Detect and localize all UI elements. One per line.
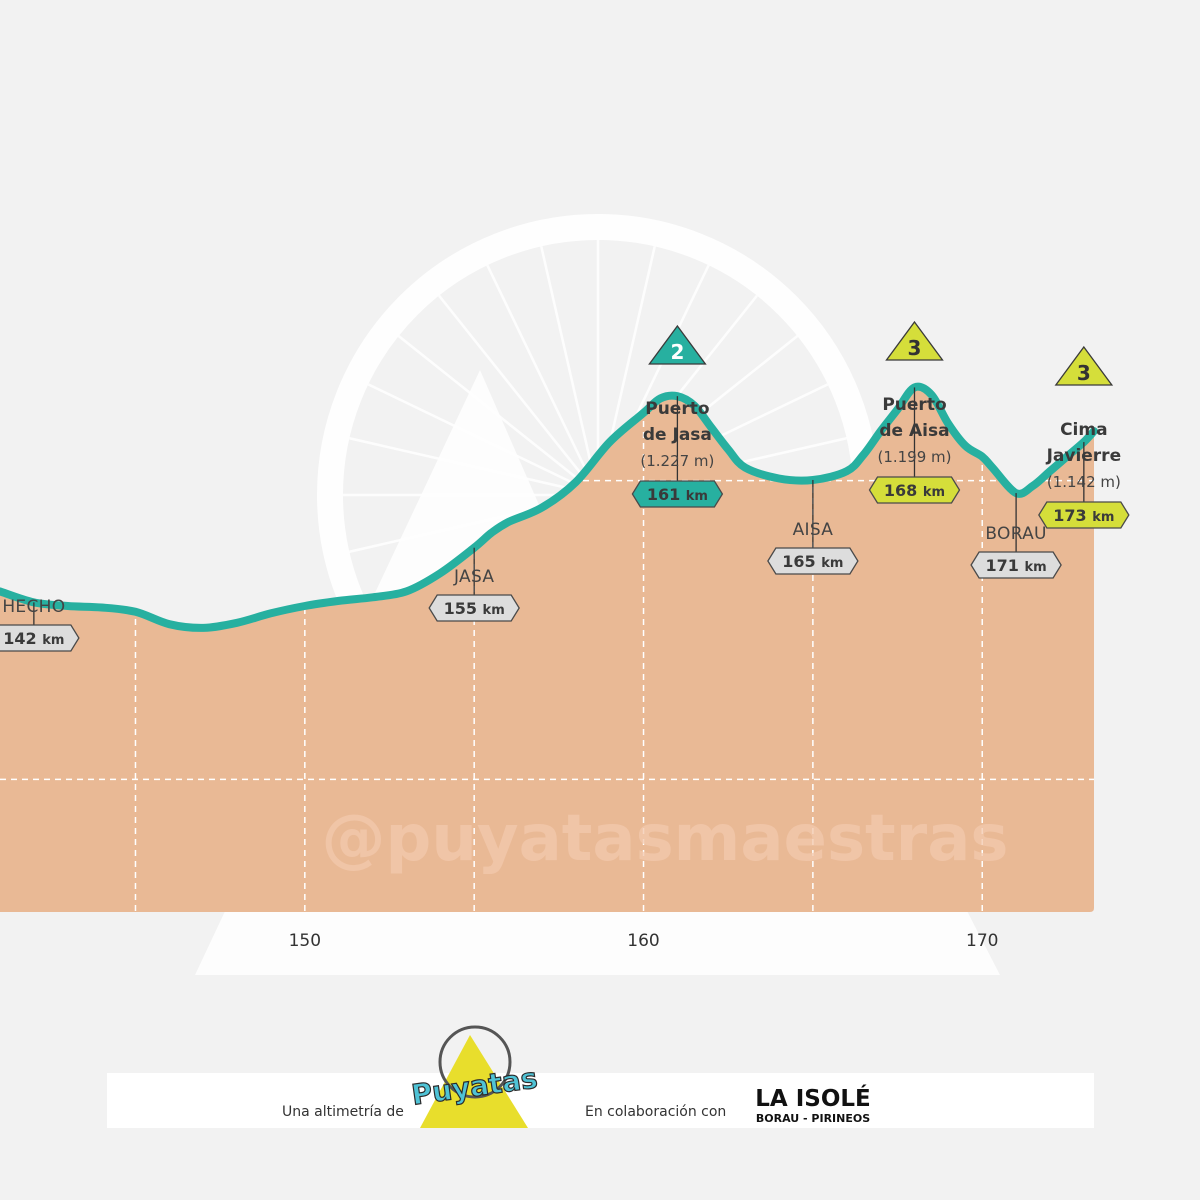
town-km-badge: [0, 624, 80, 652]
climb-km-badge: [868, 476, 961, 504]
climb-name-line2: de Aisa: [879, 421, 949, 441]
x-axis: 150 160 170: [289, 931, 999, 951]
town-km-badge: [428, 594, 520, 622]
climb-km-badge: [1038, 501, 1130, 529]
climb-km-label: 161 km: [647, 485, 708, 504]
town-km-label: 155 km: [444, 599, 505, 618]
profile-area: [0, 386, 1094, 912]
footer-background: [107, 1073, 1094, 1128]
town-km-label: 142 km: [3, 629, 64, 648]
x-tick-label: 150: [289, 931, 321, 951]
town-km-label: 165 km: [782, 552, 843, 571]
climb-altitude: (1.227 m): [640, 452, 714, 470]
wheel-spoke: [540, 246, 597, 486]
wheel-spoke: [486, 264, 595, 487]
x-tick-label: 170: [966, 931, 998, 951]
partner-name: LA ISOLÉ: [755, 1084, 871, 1112]
town-marker: 142 km HECHO: [0, 597, 80, 652]
town-markers: 142 km HECHO 155 km JASA 165 km AISA 171 km BOR…: [0, 479, 1062, 652]
town-km-badge: [767, 547, 859, 575]
climb-km-label: 173 km: [1053, 506, 1114, 525]
logo-wheel-icon: [438, 1025, 512, 1099]
collab-text: En colaboración con: [585, 1104, 726, 1120]
town-km-label: 171 km: [986, 556, 1047, 575]
town-name: JASA: [453, 567, 494, 587]
climb-marker: 173 km (1.142 m) Javierre Cima 3: [1038, 345, 1130, 529]
climb-markers: 161 km (1.227 m) de Jasa Puerto 2 168 km (1.19…: [631, 320, 1130, 529]
climb-km-badge: [631, 480, 724, 508]
x-tick-label: 160: [627, 931, 659, 951]
climb-name-line2: de Jasa: [643, 425, 712, 445]
logo-mountain-icon: [420, 1035, 528, 1128]
climb-category: 2: [670, 340, 684, 364]
climb-category-icon: [885, 320, 944, 361]
wheel-spoke: [438, 294, 593, 488]
climb-marker: 161 km (1.227 m) de Jasa Puerto 2: [631, 324, 724, 508]
partner-logo: LA ISOLÉ BORAU - PIRINEOS: [742, 1073, 884, 1128]
climb-name-line2: Javierre: [1046, 446, 1122, 466]
climb-name-line1: Cima: [1060, 420, 1108, 440]
town-name: HECHO: [2, 597, 65, 617]
climb-category-icon: [648, 324, 707, 365]
wheel-spoke: [367, 383, 590, 492]
town-marker: 171 km BORAU: [970, 493, 1062, 579]
town-marker: 165 km AISA: [767, 479, 859, 575]
town-km-badge: [970, 551, 1062, 579]
wheel-spoke: [349, 437, 589, 494]
climb-km-label: 168 km: [884, 481, 945, 500]
partner-subtitle: BORAU - PIRINEOS: [756, 1112, 870, 1125]
climb-name-line1: Puerto: [882, 395, 946, 415]
climb-category: 3: [1077, 361, 1091, 385]
climb-altitude: (1.142 m): [1047, 473, 1121, 491]
climb-altitude: (1.199 m): [877, 448, 951, 466]
watermark-text: @puyatasmaestras: [322, 802, 1009, 876]
partner-logo-background: [742, 1073, 884, 1128]
climb-name-line1: Puerto: [645, 399, 709, 419]
climb-category-icon: [1054, 345, 1114, 386]
climb-marker: 168 km (1.199 m) de Aisa Puerto 3: [868, 320, 961, 504]
wheel-spoke: [397, 335, 591, 490]
credit-text: Una altimetría de: [282, 1104, 404, 1120]
town-name: AISA: [793, 520, 834, 540]
footer-bar: Una altimetría de Puyatas En colaboració…: [107, 1025, 1094, 1128]
town-name: BORAU: [985, 524, 1046, 544]
climb-category: 3: [908, 336, 922, 360]
town-marker: 155 km JASA: [428, 547, 520, 622]
